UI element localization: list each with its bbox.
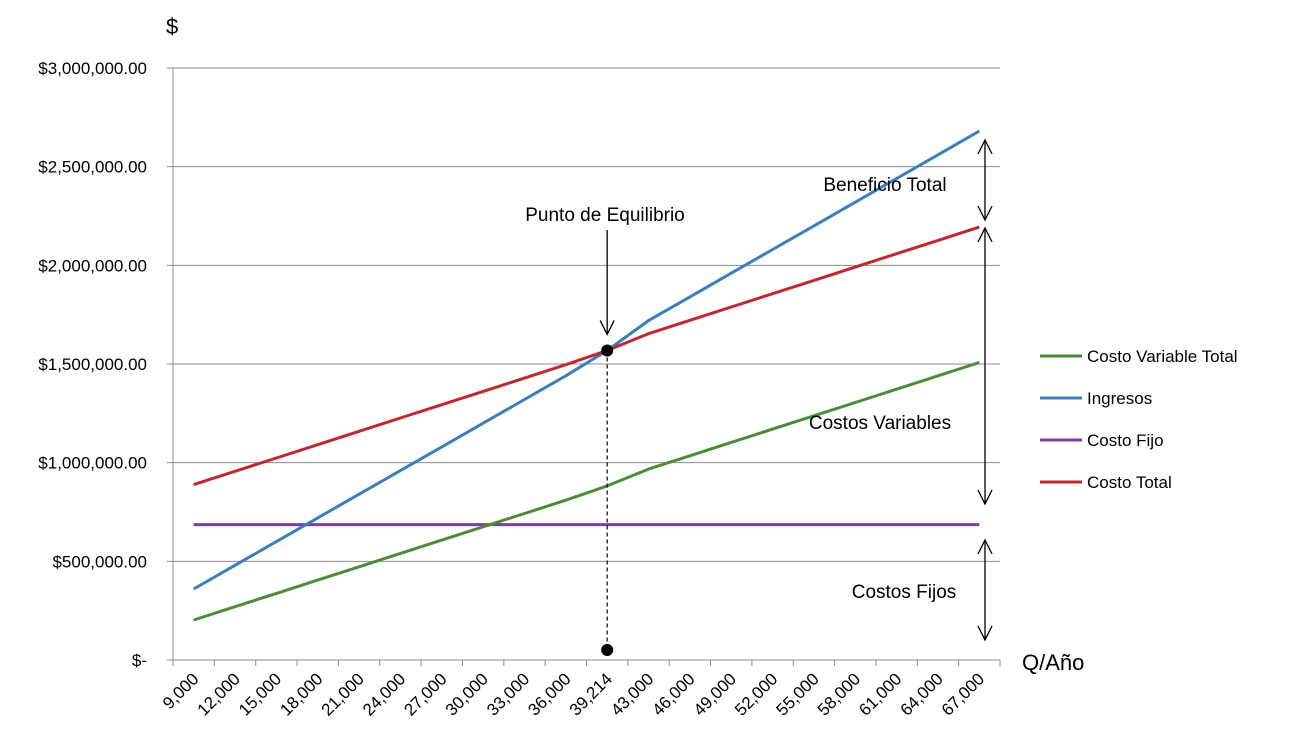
x-tick-label: 49,000 (690, 669, 740, 719)
y-tick-labels: $- $500,000.00 $1,000,000.00 $1,500,000.00 $… (38, 59, 147, 670)
series-line-costo-variable-total (193, 361, 980, 622)
x-tick-label: 33,000 (483, 669, 533, 719)
annotations (599, 138, 993, 656)
x-tick-label: 52,000 (731, 669, 781, 719)
x-tick-label: 24,000 (359, 669, 409, 719)
y-tick-label: $500,000.00 (52, 552, 147, 571)
series-lines (192, 129, 981, 622)
variable-costs-label: Costos Variables (809, 413, 951, 434)
fixed-costs-arrow-head-top (977, 538, 993, 555)
x-tick-label: 15,000 (235, 669, 285, 719)
x-tick-label: 36,000 (524, 669, 574, 719)
x-tick-label: 39,214 (566, 669, 616, 719)
fixed-costs-label: Costos Fijos (852, 582, 957, 603)
break-even-quantity-point (601, 644, 614, 656)
x-tick-label: 27,000 (400, 669, 450, 719)
x-tick-label: 30,000 (442, 669, 492, 719)
legend-label-costo-fijo: Costo Fijo (1087, 431, 1164, 450)
legend-label-ingresos: Ingresos (1087, 389, 1152, 408)
y-tick-label: $2,000,000.00 (38, 256, 147, 275)
x-tick-label: 12,000 (194, 669, 244, 719)
legend-label-costo-variable-total: Costo Variable Total (1087, 347, 1238, 366)
x-tick-label: 43,000 (607, 669, 657, 719)
y-tick-label: $- (132, 651, 147, 670)
series-line-ingresos (192, 129, 981, 591)
break-even-label: Punto de Equilibrio (525, 205, 685, 226)
x-tick-label: 55,000 (773, 669, 823, 719)
legend: Costo Variable Total Ingresos Costo Fijo Co… (1040, 347, 1238, 492)
x-tick-label: 58,000 (814, 669, 864, 719)
variable-costs-arrow-head-top (977, 226, 993, 243)
y-tick-label: $2,500,000.00 (38, 158, 147, 177)
break-even-arrow-head (599, 320, 615, 336)
grid (173, 67, 1000, 562)
x-axis-title: Q/Año (1022, 650, 1084, 675)
series-line-costo-total (193, 225, 980, 487)
x-tick-label: 67,000 (938, 669, 988, 719)
legend-label-costo-total: Costo Total (1087, 473, 1172, 492)
total-profit-arrow-head-top (977, 138, 993, 155)
fixed-costs-arrow-head-bottom (977, 625, 993, 642)
x-tick-label: 64,000 (897, 669, 947, 719)
x-tick-label: 21,000 (318, 669, 368, 719)
x-tick-labels: 9,00012,00015,00018,00021,00024,00027,00… (159, 669, 988, 719)
break-even-point (601, 344, 614, 357)
total-profit-label: Beneficio Total (823, 175, 946, 196)
variable-costs-arrow-head-bottom (977, 489, 993, 506)
y-tick-label: $1,500,000.00 (38, 355, 147, 374)
x-tick-label: 46,000 (648, 669, 698, 719)
axes (167, 67, 1001, 666)
y-tick-label: $1,000,000.00 (38, 454, 147, 473)
x-tick-label: 61,000 (855, 669, 905, 719)
total-profit-arrow-head-bottom (977, 205, 993, 222)
y-tick-label: $3,000,000.00 (38, 59, 147, 78)
x-tick-label: 18,000 (276, 669, 326, 719)
y-axis-title: $ (166, 14, 178, 39)
